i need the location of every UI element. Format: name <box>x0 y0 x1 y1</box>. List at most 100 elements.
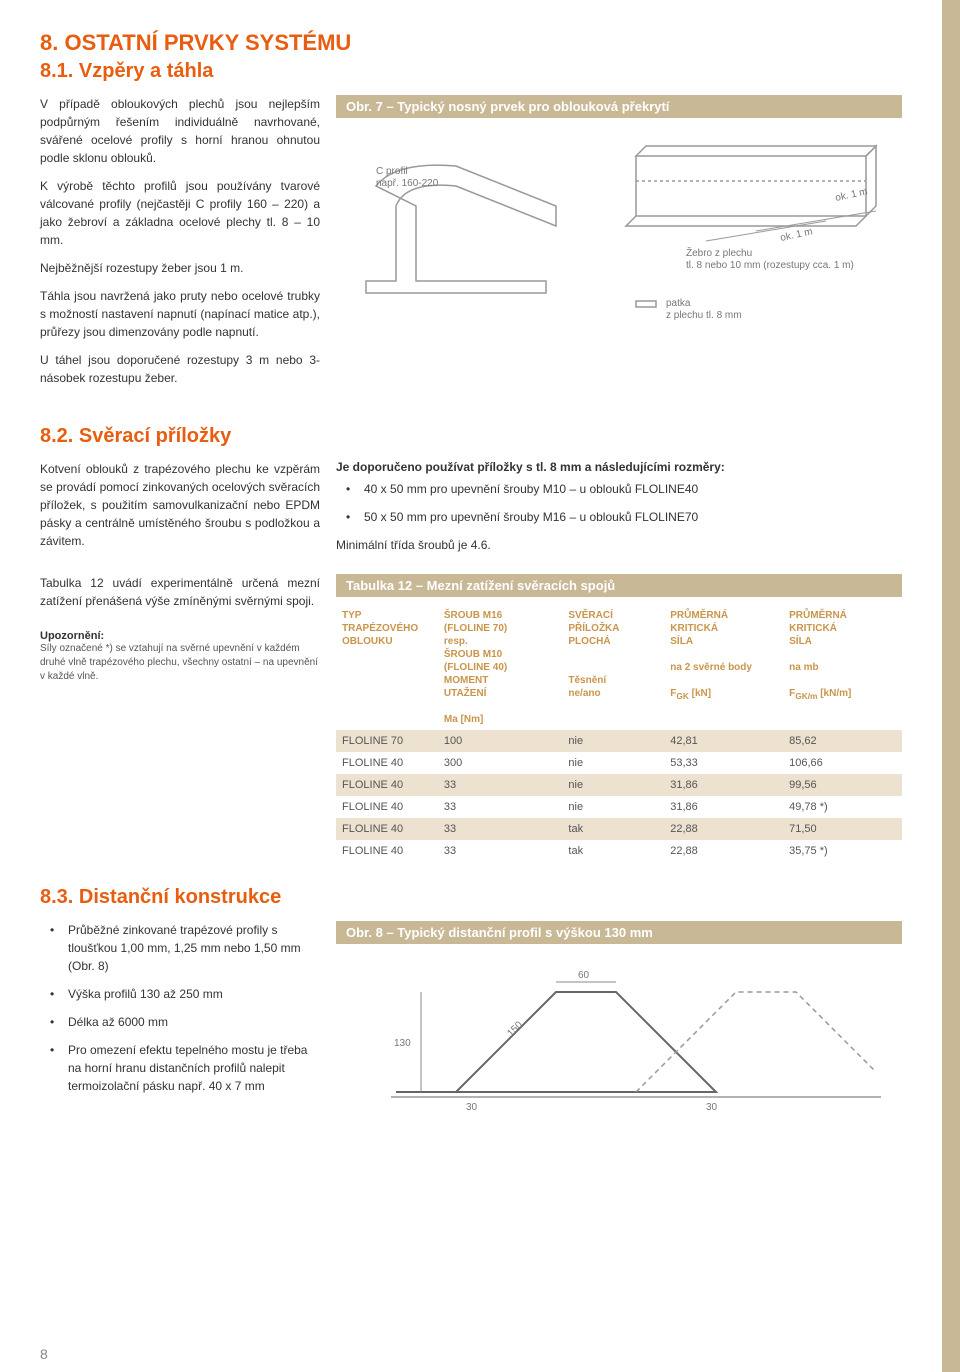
s83-li4: Pro omezení efektu tepelného mostu je tř… <box>50 1041 320 1095</box>
table-cell: nie <box>562 774 664 796</box>
table-cell: 22,88 <box>664 818 783 840</box>
s81-p4: Táhla jsou navržená jako pruty nebo ocel… <box>40 287 320 341</box>
table-cell: FLOLINE 40 <box>336 840 438 862</box>
table-cell: 31,86 <box>664 796 783 818</box>
table-cell: 106,66 <box>783 752 902 774</box>
s82-p2: Tabulka 12 uvádí experimentálně určená m… <box>40 574 320 610</box>
t12-h-c2b: (FLOLINE 70) <box>444 623 507 634</box>
s83-li1: Průběžné zinkované trapézové profily s t… <box>50 921 320 975</box>
label-patka1: patka <box>666 298 691 309</box>
table-row: FLOLINE 4033tak22,8871,50 <box>336 818 902 840</box>
s81-p1: V případě obloukových plechů jsou nejlep… <box>40 95 320 167</box>
table-12-caption: Tabulka 12 – Mezní zatížení svěracích sp… <box>336 574 902 597</box>
table-cell: 42,81 <box>664 730 783 752</box>
s82-p1: Kotvení oblouků z trapézového plechu ke … <box>40 460 320 550</box>
table-cell: 33 <box>438 840 563 862</box>
t12-h-c2d: ŠROUB M10 <box>444 649 502 660</box>
t12-h-c4f: [kN] <box>689 688 711 699</box>
table-cell: 100 <box>438 730 563 752</box>
s83-li2: Výška profilů 130 až 250 mm <box>50 985 320 1003</box>
t12-h-c4b: KRITICKÁ <box>670 623 718 634</box>
t12-h-c2a: ŠROUB M16 <box>444 610 502 621</box>
t12-h-c5b: KRITICKÁ <box>789 623 837 634</box>
table-row: FLOLINE 4033nie31,8649,78 *) <box>336 796 902 818</box>
s82-intro: Je doporučeno používat příložky s tl. 8 … <box>336 460 902 474</box>
table-cell: tak <box>562 818 664 840</box>
t12-h-c1b: TRAPÉZOVÉHO <box>342 623 418 634</box>
subsection-82-title: 8.2. Svěrací příložky <box>40 425 902 448</box>
s83-li3: Délka až 6000 mm <box>50 1013 320 1031</box>
table-cell: 33 <box>438 774 563 796</box>
table-row: FLOLINE 4033nie31,8699,56 <box>336 774 902 796</box>
t12-h-c5a: PRŮMĚRNÁ <box>789 610 847 621</box>
t12-h-c2h: Ma [Nm] <box>444 714 483 725</box>
t12-h-c5f: [kN/m] <box>817 688 851 699</box>
table-cell: 33 <box>438 796 563 818</box>
table-row: FLOLINE 40300nie53,33106,66 <box>336 752 902 774</box>
t12-h-c2c: resp. <box>444 636 468 647</box>
s82-li2: 50 x 50 mm pro upevnění šrouby M16 – u o… <box>346 508 902 526</box>
fig8-dim-slant: 150 <box>505 1019 525 1039</box>
table-cell: nie <box>562 730 664 752</box>
table-cell: tak <box>562 840 664 862</box>
s81-p5: U táhel jsou doporučené rozestupy 3 m ne… <box>40 351 320 387</box>
s82-li1: 40 x 50 mm pro upevnění šrouby M10 – u o… <box>346 480 902 498</box>
table-row: FLOLINE 4033tak22,8835,75 *) <box>336 840 902 862</box>
t12-h-c5sub: GK/m <box>795 691 817 701</box>
label-cprofil: C profil <box>376 166 408 177</box>
subsection-81-title: 8.1. Vzpěry a táhla <box>40 60 902 83</box>
t12-h-c3a: SVĚRACÍ <box>568 610 612 621</box>
figure-8-diagram: 60 130 150 30 30 <box>336 952 902 1122</box>
label-patka2: z plechu tl. 8 mm <box>666 310 742 321</box>
t12-h-c3c: PLOCHÁ <box>568 636 610 647</box>
table-row: FLOLINE 70100nie42,8185,62 <box>336 730 902 752</box>
t12-h-c3b: PŘÍLOŽKA <box>568 623 619 634</box>
t12-h-c4c: SÍLA <box>670 636 693 647</box>
table-cell: FLOLINE 70 <box>336 730 438 752</box>
table-cell: FLOLINE 40 <box>336 818 438 840</box>
figure-7-diagram: C profil např. 160-220 ok. 1 m ok. 1 m Ž… <box>336 126 902 366</box>
table-cell: 53,33 <box>664 752 783 774</box>
label-ok2: ok. 1 m <box>779 226 813 244</box>
table-cell: FLOLINE 40 <box>336 796 438 818</box>
fig8-dim-b2: 30 <box>706 1102 718 1113</box>
fig8-dim-b1: 30 <box>466 1102 478 1113</box>
table-cell: 99,56 <box>783 774 902 796</box>
s82-upoz-title: Upozornění: <box>40 630 320 642</box>
s82-pmin: Minimální třída šroubů je 4.6. <box>336 536 902 554</box>
t12-h-c2e: (FLOLINE 40) <box>444 662 507 673</box>
table-cell: 85,62 <box>783 730 902 752</box>
label-ok1: ok. 1 m <box>834 186 868 204</box>
table-cell: FLOLINE 40 <box>336 752 438 774</box>
t12-h-c3d: Těsnění <box>568 675 606 686</box>
page-number: 8 <box>40 1346 48 1362</box>
table-cell: 22,88 <box>664 840 783 862</box>
t12-h-c5d: na mb <box>789 662 818 673</box>
table-cell: 300 <box>438 752 563 774</box>
s82-upoz-body: Síly označené *) se vztahují na svěrné u… <box>40 642 320 684</box>
t12-h-c1a: TYP <box>342 610 361 621</box>
table-cell: 71,50 <box>783 818 902 840</box>
table-cell: FLOLINE 40 <box>336 774 438 796</box>
t12-h-c1c: OBLOUKU <box>342 636 393 647</box>
t12-h-c3e: ne/ano <box>568 688 600 699</box>
t12-h-c4sub: GK <box>676 691 689 701</box>
table-cell: 31,86 <box>664 774 783 796</box>
table-cell: nie <box>562 796 664 818</box>
table-cell: 33 <box>438 818 563 840</box>
figure-7-caption: Obr. 7 – Typický nosný prvek pro oblouko… <box>336 95 902 118</box>
figure-8-caption: Obr. 8 – Typický distanční profil s výšk… <box>336 921 902 944</box>
fig8-dim-top: 60 <box>578 970 590 981</box>
fig8-dim-left: 130 <box>394 1038 411 1049</box>
t12-h-c4d: na 2 svěrné body <box>670 662 752 673</box>
label-zebro1: Žebro z plechu <box>686 246 752 259</box>
section-title: 8. OSTATNÍ PRVKY SYSTÉMU <box>40 30 902 56</box>
table-cell: 35,75 *) <box>783 840 902 862</box>
label-zebro2: tl. 8 nebo 10 mm (rozestupy cca. 1 m) <box>686 260 854 271</box>
subsection-83-title: 8.3. Distanční konstrukce <box>40 886 902 909</box>
t12-h-c2g: UTAŽENÍ <box>444 688 487 699</box>
t12-h-c2f: MOMENT <box>444 675 488 686</box>
table-12: TYP TRAPÉZOVÉHO OBLOUKU ŠROUB M16 (FLOLI… <box>336 605 902 862</box>
table-cell: nie <box>562 752 664 774</box>
t12-h-c4a: PRŮMĚRNÁ <box>670 610 728 621</box>
